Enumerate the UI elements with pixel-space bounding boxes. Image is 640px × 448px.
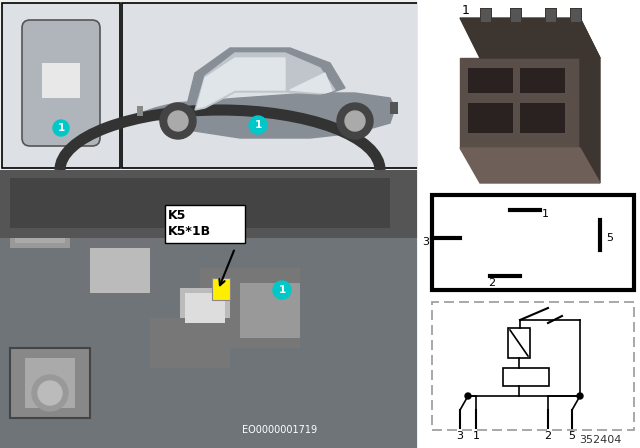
Bar <box>0 170 418 448</box>
Circle shape <box>160 103 196 139</box>
Bar <box>468 103 513 133</box>
Bar <box>390 102 398 114</box>
Bar <box>240 283 300 338</box>
Polygon shape <box>195 53 335 110</box>
Text: 1: 1 <box>462 4 470 17</box>
Circle shape <box>465 393 471 399</box>
Circle shape <box>577 393 583 399</box>
Bar <box>0 170 418 448</box>
Circle shape <box>32 375 68 411</box>
Bar <box>165 205 245 243</box>
Bar <box>520 103 565 133</box>
Bar <box>503 368 549 386</box>
Text: K5*1B: K5*1B <box>168 224 211 237</box>
Bar <box>571 9 581 22</box>
Circle shape <box>168 111 188 131</box>
Bar <box>546 9 556 22</box>
Circle shape <box>38 381 62 405</box>
Bar <box>2 3 120 168</box>
Polygon shape <box>197 58 285 108</box>
Bar <box>503 368 549 386</box>
Bar <box>15 213 65 243</box>
Bar <box>545 8 557 23</box>
Text: K5: K5 <box>168 208 186 221</box>
Bar <box>90 248 150 293</box>
Bar <box>180 288 230 328</box>
Text: 1: 1 <box>472 431 479 441</box>
Bar <box>122 3 418 168</box>
Text: 2: 2 <box>488 278 495 288</box>
Text: 1: 1 <box>254 120 262 130</box>
Text: 3: 3 <box>456 431 463 441</box>
Bar <box>432 302 634 430</box>
Bar <box>508 328 530 358</box>
Bar <box>468 68 513 93</box>
Text: 352404: 352404 <box>579 435 621 445</box>
Text: 1: 1 <box>278 285 285 295</box>
Circle shape <box>53 120 69 136</box>
Bar <box>428 0 638 188</box>
Bar <box>25 358 75 408</box>
Bar <box>10 178 390 228</box>
Circle shape <box>345 111 365 131</box>
Polygon shape <box>580 18 600 183</box>
Bar <box>428 193 638 293</box>
Bar <box>481 9 491 22</box>
Text: 2: 2 <box>545 431 552 441</box>
Bar <box>137 106 143 116</box>
Bar <box>212 278 230 300</box>
Bar <box>570 8 582 23</box>
Text: 1: 1 <box>542 209 549 219</box>
Bar <box>0 0 418 448</box>
Text: 3: 3 <box>422 237 429 247</box>
Circle shape <box>249 116 267 134</box>
Text: 5: 5 <box>568 431 575 441</box>
Text: 1: 1 <box>58 123 65 133</box>
Bar <box>10 208 70 248</box>
Circle shape <box>337 103 373 139</box>
Text: EO0000001719: EO0000001719 <box>243 425 317 435</box>
Polygon shape <box>290 73 332 93</box>
Text: 5: 5 <box>606 233 613 243</box>
Bar <box>150 318 230 368</box>
Bar <box>432 195 634 290</box>
Bar <box>480 8 492 23</box>
Bar <box>432 195 634 290</box>
Bar <box>212 278 230 300</box>
Bar <box>42 63 80 98</box>
Polygon shape <box>460 58 580 148</box>
Bar <box>510 8 522 23</box>
Polygon shape <box>185 48 345 113</box>
Bar <box>2 3 120 168</box>
Bar <box>10 348 90 418</box>
Bar <box>80 238 160 298</box>
Bar <box>165 205 245 243</box>
Bar <box>520 68 565 93</box>
Circle shape <box>273 281 291 299</box>
Polygon shape <box>460 148 600 183</box>
Bar <box>508 328 530 358</box>
FancyBboxPatch shape <box>22 20 100 146</box>
Bar <box>185 293 225 323</box>
Bar <box>428 298 638 433</box>
Bar <box>511 9 521 22</box>
Bar <box>122 3 418 168</box>
Polygon shape <box>460 18 600 58</box>
Bar <box>0 170 418 238</box>
Bar <box>10 348 90 418</box>
Bar <box>200 268 300 348</box>
Polygon shape <box>140 93 395 138</box>
